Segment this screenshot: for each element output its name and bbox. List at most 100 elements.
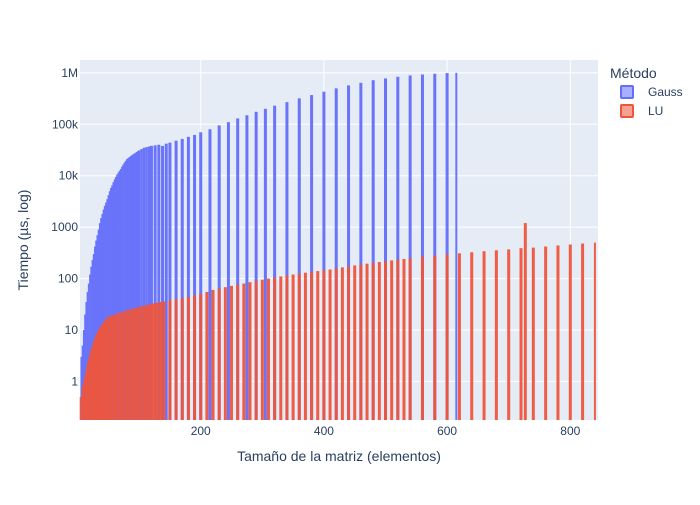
bar-lu (377, 262, 381, 420)
bar-lu (523, 223, 527, 420)
bar-lu (101, 324, 103, 420)
bar-lu (260, 279, 264, 420)
x-tick-label: 800 (560, 424, 580, 438)
bar-lu (519, 248, 523, 420)
bar-lu (322, 270, 326, 420)
x-axis-title: Tamaño de la matriz (elementos) (237, 448, 441, 464)
bar-lu (236, 284, 240, 420)
series-lu (79, 223, 596, 420)
bar-lu (199, 294, 203, 420)
bar-lu (273, 277, 277, 420)
bar-gauss (254, 111, 258, 420)
bar-lu (79, 396, 82, 420)
bar-lu (211, 289, 215, 420)
bar-gauss (84, 314, 86, 420)
bar-lu (89, 353, 91, 420)
bar-gauss (226, 122, 230, 420)
bar-lu (140, 306, 144, 420)
bar-gauss (149, 145, 153, 420)
bar-lu (507, 249, 511, 420)
bar-lu (402, 258, 406, 420)
bar-gauss (81, 345, 84, 420)
x-tick-label: 600 (437, 424, 457, 438)
bar-lu (119, 312, 123, 420)
bar-lu (116, 313, 120, 420)
bar-gauss (117, 172, 119, 420)
bar-lu (87, 358, 90, 420)
bar-lu (285, 275, 289, 420)
legend-swatch[interactable] (620, 104, 634, 118)
bar-lu (86, 363, 89, 420)
bar-gauss (180, 138, 184, 421)
bar-gauss (121, 166, 123, 420)
bar-lu (85, 369, 87, 420)
bar-lu (531, 247, 535, 420)
bar-gauss (433, 73, 437, 420)
bar-gauss (130, 155, 133, 421)
bar-gauss (95, 240, 97, 420)
bar-gauss (129, 156, 132, 420)
bar-lu (128, 309, 132, 420)
bar-lu (384, 261, 388, 420)
bar-lu (162, 301, 166, 420)
bar-gauss (91, 259, 94, 420)
bar-gauss (186, 136, 190, 420)
bar-gauss (92, 254, 95, 420)
bar-gauss (116, 174, 118, 420)
bar-lu (149, 304, 153, 420)
bar-lu (186, 296, 190, 420)
bar-gauss (145, 147, 148, 421)
bar-gauss (85, 302, 87, 420)
bar-lu (82, 381, 85, 420)
bar-lu (297, 273, 301, 420)
bar-gauss (297, 98, 301, 420)
legend-label[interactable]: Gauss (648, 85, 683, 99)
bar-lu (328, 269, 332, 420)
x-tick-label: 200 (191, 424, 211, 438)
bar-gauss (90, 266, 92, 420)
bar-gauss (102, 209, 105, 420)
bar-gauss (107, 195, 110, 420)
bar-lu (457, 253, 461, 420)
bar-gauss (100, 218, 102, 420)
bar-gauss (310, 95, 314, 421)
bar-lu (131, 308, 135, 420)
bar-gauss (347, 85, 351, 421)
bar-lu (125, 310, 129, 420)
bar-lu (568, 244, 572, 420)
bar-gauss (396, 76, 400, 421)
x-tick-labels: 200 400 600 800 (191, 424, 581, 438)
bar-lu (230, 285, 234, 420)
bar-gauss (96, 235, 98, 420)
y-tick-label: 1 (71, 374, 78, 388)
bar-gauss (359, 82, 363, 421)
bar-lu (371, 262, 375, 420)
bar-lu (353, 265, 357, 420)
y-tick-label: 1M (61, 66, 78, 80)
bar-lu (581, 243, 585, 420)
bar-lu (143, 305, 147, 420)
bar-gauss (94, 246, 96, 420)
y-tick-label: 100 (58, 272, 78, 286)
bar-gauss (119, 169, 122, 420)
bar-lu (223, 287, 227, 420)
bar-lu (159, 302, 163, 420)
bar-lu (96, 332, 98, 420)
bar-gauss (101, 214, 103, 420)
bar-lu (193, 295, 197, 420)
bar-gauss (112, 182, 115, 420)
bar-gauss (118, 170, 121, 420)
bar-gauss (106, 199, 108, 420)
bar-lu (266, 278, 270, 420)
bar-lu (494, 250, 498, 420)
bar-lu (303, 272, 307, 420)
legend-swatch[interactable] (620, 85, 634, 99)
bar-gauss (217, 125, 221, 420)
y-axis-title: Tiempo (µs, log) (15, 190, 31, 291)
bar-gauss (445, 73, 449, 421)
bar-lu (112, 314, 116, 420)
bar-lu (109, 315, 113, 420)
legend-label[interactable]: LU (648, 104, 663, 118)
bar-gauss (80, 356, 82, 420)
